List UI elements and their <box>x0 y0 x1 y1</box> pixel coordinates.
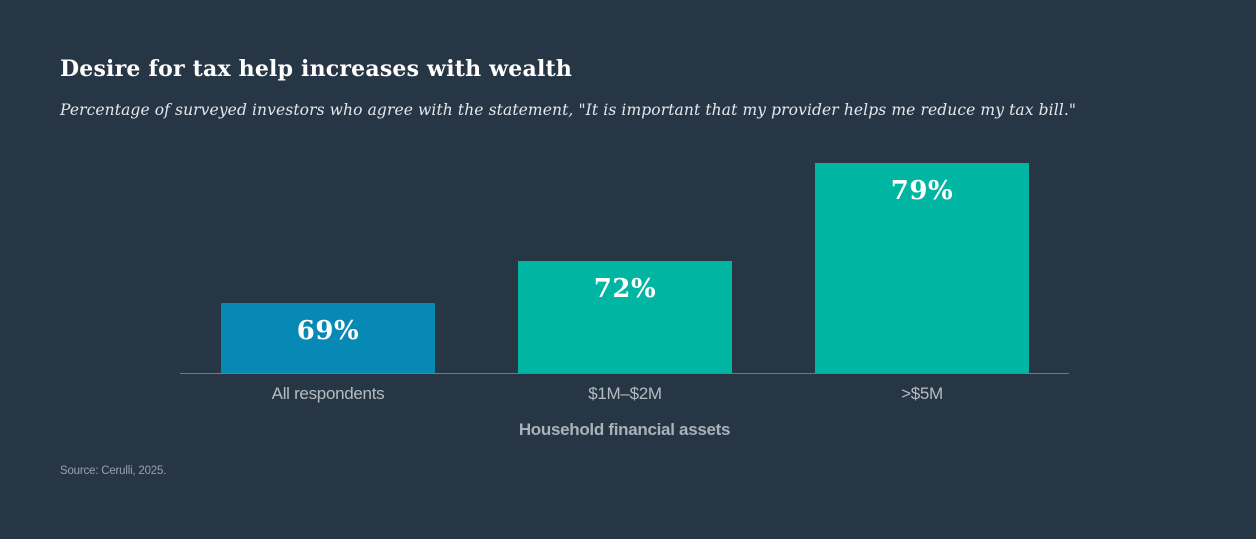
bar-1m-2m: 72% <box>518 261 732 373</box>
category-label: All respondents <box>271 384 385 403</box>
chart-subtitle: Percentage of surveyed investors who agr… <box>60 101 1077 119</box>
source-note: Source: Cerulli, 2025. <box>60 465 167 477</box>
bar-5m: 79% <box>815 163 1029 373</box>
bar-all-respondents: 69% <box>221 303 435 373</box>
bar-value-label: 72% <box>593 274 657 304</box>
bar-value-label: 69% <box>296 316 360 346</box>
bar-chart-plot-area: 69% 72% 79% <box>180 160 1069 374</box>
x-axis-label: Household financial assets <box>518 420 731 439</box>
category-label: >$5M <box>901 384 943 403</box>
category-label: $1M–$2M <box>588 384 662 403</box>
chart-title: Desire for tax help increases with wealt… <box>60 56 573 82</box>
x-axis-line <box>180 373 1069 374</box>
bar-value-label: 79% <box>890 176 954 206</box>
